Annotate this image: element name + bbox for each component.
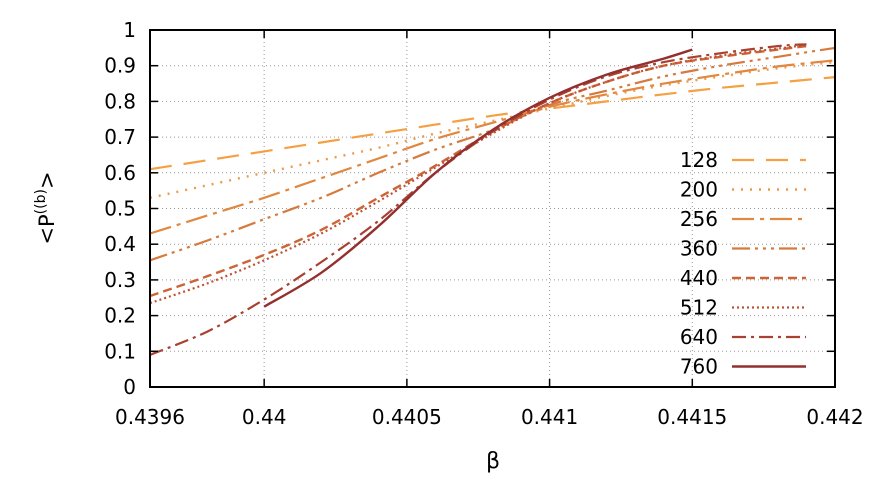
plot-frame	[149, 29, 836, 388]
y-tick-label: 0.2	[104, 304, 136, 328]
x-tick-label: 0.441	[521, 405, 578, 429]
y-tick-label: 0.5	[104, 197, 136, 221]
legend-label-128: 128	[680, 148, 718, 172]
series-line-640	[149, 43, 807, 356]
series-line-760	[263, 48, 693, 308]
legend-label-256: 256	[680, 207, 718, 231]
x-axis-label: β	[486, 449, 500, 474]
y-tick-label: 0.1	[104, 339, 136, 363]
series-lines	[149, 43, 836, 356]
y-tick-label: 0.8	[104, 89, 136, 113]
series-line-256	[149, 59, 836, 235]
y-tick-label: 0.6	[104, 161, 136, 185]
legend-label-512: 512	[680, 296, 718, 320]
grid	[150, 30, 835, 387]
legend-label-760: 760	[680, 355, 718, 379]
y-tick-label: 0.4	[104, 232, 136, 256]
y-axis-label: <P((b)>	[33, 171, 59, 244]
x-tick-label: 0.4415	[657, 405, 727, 429]
x-tick-label: 0.4405	[372, 405, 442, 429]
series-line-360	[149, 46, 836, 262]
legend: 128 200 256 360 440 512 640 760	[680, 148, 806, 379]
series-line-128	[149, 76, 836, 171]
x-tick-label: 0.442	[806, 405, 863, 429]
y-tick-label: 0.7	[104, 125, 136, 149]
y-tick-label: 0	[123, 375, 136, 399]
y-axis-label-end: >	[35, 171, 59, 189]
legend-label-360: 360	[680, 237, 718, 261]
legend-label-200: 200	[680, 178, 718, 202]
y-axis-label-sup: ((b)	[33, 189, 49, 214]
y-tick-label: 0.3	[104, 268, 136, 292]
x-tick-label: 0.4396	[115, 405, 185, 429]
series-line-200	[149, 60, 836, 199]
legend-label-440: 440	[680, 266, 718, 290]
y-tick-label: 1	[123, 18, 136, 42]
y-tick-label: 0.9	[104, 54, 136, 78]
x-tick-label: 0.44	[242, 405, 287, 429]
axis-ticks: 0.4396 0.44 0.4405 0.441 0.4415 0.442 0 0.1 0.2 0…	[104, 18, 863, 429]
y-axis-label-main: <P	[35, 214, 59, 244]
series-line-512	[149, 43, 807, 305]
legend-label-640: 640	[680, 325, 718, 349]
